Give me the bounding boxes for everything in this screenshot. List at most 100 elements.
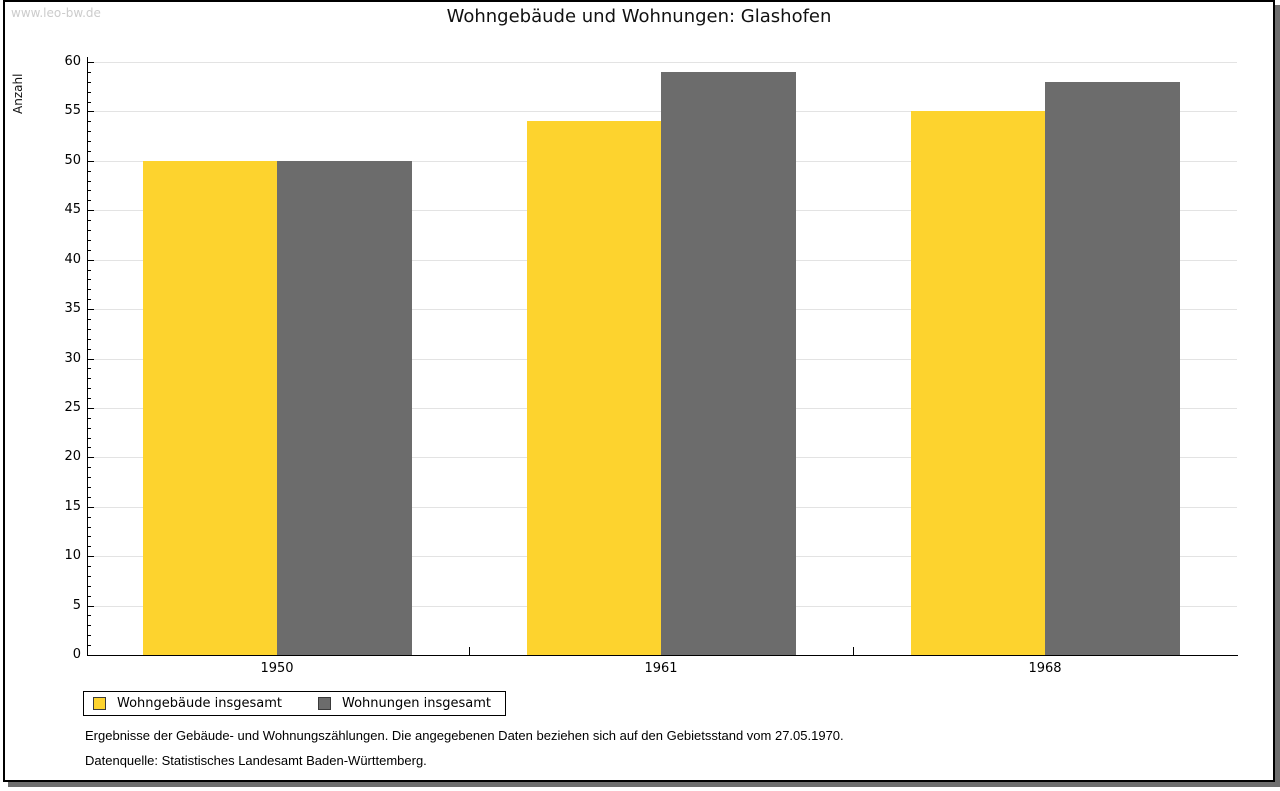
y-minor-tick-3 [87,625,91,627]
bar-wohngebaeude-1961 [527,121,661,655]
legend-swatch-icon [318,697,331,710]
y-tick-label-35: 35 [64,301,81,317]
y-major-tick-25 [87,407,94,409]
y-minor-tick-6 [87,595,91,597]
y-major-tick-35 [87,309,94,311]
y-tick-label-15: 15 [64,498,81,514]
y-minor-tick-31 [87,348,91,350]
y-tick-label-0: 0 [72,647,81,662]
y-minor-tick-49 [87,170,91,172]
y-minor-tick-16 [87,496,91,498]
x-separator-tick-0 [469,647,470,655]
y-minor-tick-36 [87,299,91,301]
bar-wohngebaeude-1968 [911,111,1045,655]
x-separator-tick-1 [853,647,854,655]
legend-label: Wohngebäude insgesamt [117,696,282,711]
y-minor-tick-19 [87,467,91,469]
y-minor-tick-4 [87,615,91,617]
y-minor-tick-18 [87,477,91,479]
y-minor-tick-44 [87,220,91,222]
y-minor-tick-8 [87,575,91,577]
y-minor-tick-13 [87,526,91,528]
y-minor-tick-1 [87,645,91,647]
y-minor-tick-21 [87,447,91,449]
y-major-tick-40 [87,259,94,261]
footnote-gebietsstand: Ergebnisse der Gebäude- und Wohnungszähl… [85,728,844,743]
y-major-tick-50 [87,160,94,162]
y-minor-tick-11 [87,546,91,548]
y-major-tick-15 [87,506,94,508]
y-minor-tick-17 [87,486,91,488]
y-minor-tick-37 [87,289,91,291]
y-tick-label-40: 40 [64,251,81,267]
y-minor-tick-52 [87,141,91,143]
y-major-tick-45 [87,210,94,212]
y-minor-tick-53 [87,131,91,133]
plot-area [87,62,1237,655]
y-minor-tick-26 [87,398,91,400]
y-minor-tick-42 [87,239,91,241]
y-minor-tick-46 [87,200,91,202]
y-major-tick-10 [87,556,94,558]
y-axis-title: Anzahl [11,73,25,114]
y-minor-tick-14 [87,516,91,518]
y-tick-label-60: 60 [64,54,81,69]
y-minor-tick-32 [87,338,91,340]
y-tick-label-10: 10 [64,548,81,564]
y-major-tick-60 [87,62,94,63]
y-minor-tick-29 [87,368,91,370]
bar-wohnungen-1950 [277,160,412,655]
y-minor-tick-28 [87,378,91,380]
bar-wohnungen-1968 [1045,81,1180,655]
y-minor-tick-54 [87,121,91,123]
y-tick-label-50: 50 [64,152,81,168]
x-tick-label-1961: 1961 [644,661,678,676]
y-minor-tick-22 [87,437,91,439]
y-tick-label-20: 20 [64,449,81,465]
y-minor-tick-38 [87,279,91,281]
y-tick-label-45: 45 [64,202,81,218]
legend-swatch-icon [93,697,106,710]
y-minor-tick-33 [87,328,91,330]
bar-wohnungen-1961 [661,71,796,655]
y-major-tick-5 [87,605,94,607]
y-major-tick-55 [87,111,94,113]
y-tick-label-5: 5 [72,597,81,613]
y-minor-tick-48 [87,180,91,182]
y-minor-tick-24 [87,417,91,419]
y-minor-tick-9 [87,566,91,568]
y-major-tick-30 [87,358,94,360]
y-minor-tick-59 [87,71,91,73]
legend: Wohngebäude insgesamt Wohnungen insgesamt [83,691,506,716]
x-tick-label-1968: 1968 [1028,661,1062,676]
y-minor-tick-23 [87,427,91,429]
y-tick-label-55: 55 [64,103,81,119]
y-minor-tick-27 [87,388,91,390]
x-axis-line [87,655,1238,656]
watermark: www.leo-bw.de [11,6,101,20]
y-minor-tick-57 [87,91,91,93]
y-minor-tick-12 [87,536,91,538]
y-minor-tick-39 [87,269,91,271]
y-minor-tick-58 [87,81,91,83]
bar-wohngebaeude-1950 [143,160,277,655]
y-tick-label-25: 25 [64,399,81,415]
y-tick-label-30: 30 [64,350,81,366]
gridline-y-60 [87,62,1237,63]
chart-page: www.leo-bw.de Wohngebäude und Wohnungen:… [3,0,1275,782]
y-minor-tick-51 [87,150,91,152]
y-minor-tick-7 [87,585,91,587]
y-minor-tick-47 [87,190,91,192]
y-minor-tick-43 [87,230,91,232]
y-minor-tick-56 [87,101,91,103]
y-axis-line [87,57,88,656]
x-tick-label-1950: 1950 [260,661,294,676]
y-minor-tick-34 [87,318,91,320]
legend-item-wohngebaeude: Wohngebäude insgesamt [93,696,282,711]
y-minor-tick-2 [87,635,91,637]
legend-label: Wohnungen insgesamt [342,696,491,711]
legend-item-wohnungen: Wohnungen insgesamt [318,696,491,711]
footnote-datenquelle: Datenquelle: Statistisches Landesamt Bad… [85,753,427,768]
y-minor-tick-41 [87,249,91,251]
y-major-tick-20 [87,457,94,459]
